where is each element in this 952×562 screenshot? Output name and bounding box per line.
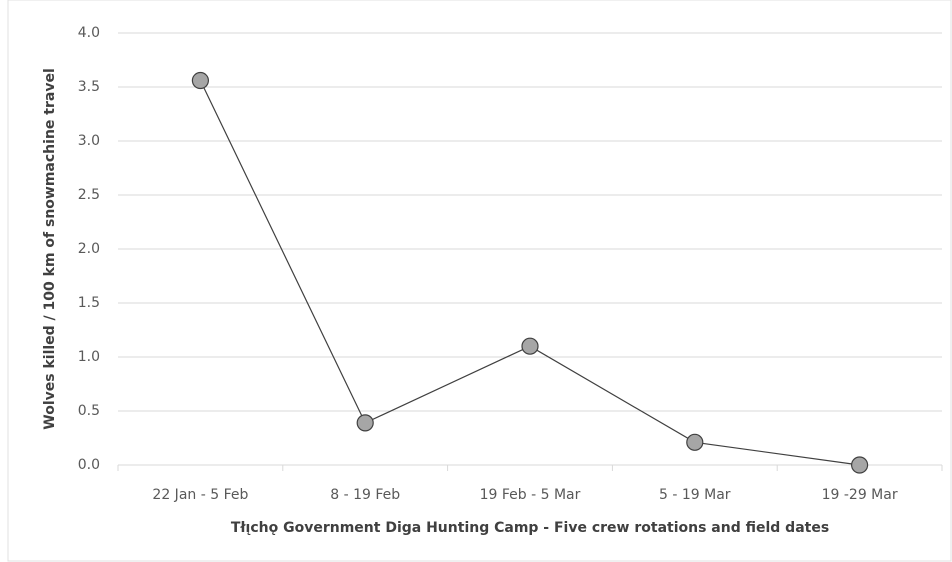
x-tick-label: 8 - 19 Feb (330, 487, 400, 503)
data-point (521, 337, 539, 355)
data-line (199, 80, 860, 466)
y-tick-label: 2.0 (78, 241, 100, 257)
data-point (191, 71, 209, 90)
y-axis-title: Wolves killed / 100 km of snowmachine tr… (42, 68, 58, 429)
y-tick-label: 1.5 (78, 295, 100, 311)
data-point (850, 456, 869, 474)
x-tick-label: 19 -29 Mar (822, 487, 898, 503)
x-tick-label: 22 Jan - 5 Feb (152, 487, 248, 503)
y-tick-label: 3.5 (78, 79, 100, 95)
x-tick-label: 19 Feb - 5 Mar (480, 487, 581, 503)
y-tick-label: 3.0 (78, 133, 100, 149)
chart-frame (7, 0, 952, 562)
x-tick-label: 5 - 19 Mar (659, 487, 731, 503)
data-point (686, 433, 704, 451)
y-tick-label: 4.0 (78, 25, 100, 41)
data-point (356, 414, 374, 432)
y-tick-label: 0.5 (78, 403, 100, 419)
y-tick-label: 1.0 (78, 349, 100, 365)
x-axis-title: Tłı̨chǫ Government Diga Hunting Camp - F… (231, 520, 829, 536)
y-tick-label: 0.0 (78, 457, 100, 473)
y-tick-label: 2.5 (78, 187, 100, 203)
